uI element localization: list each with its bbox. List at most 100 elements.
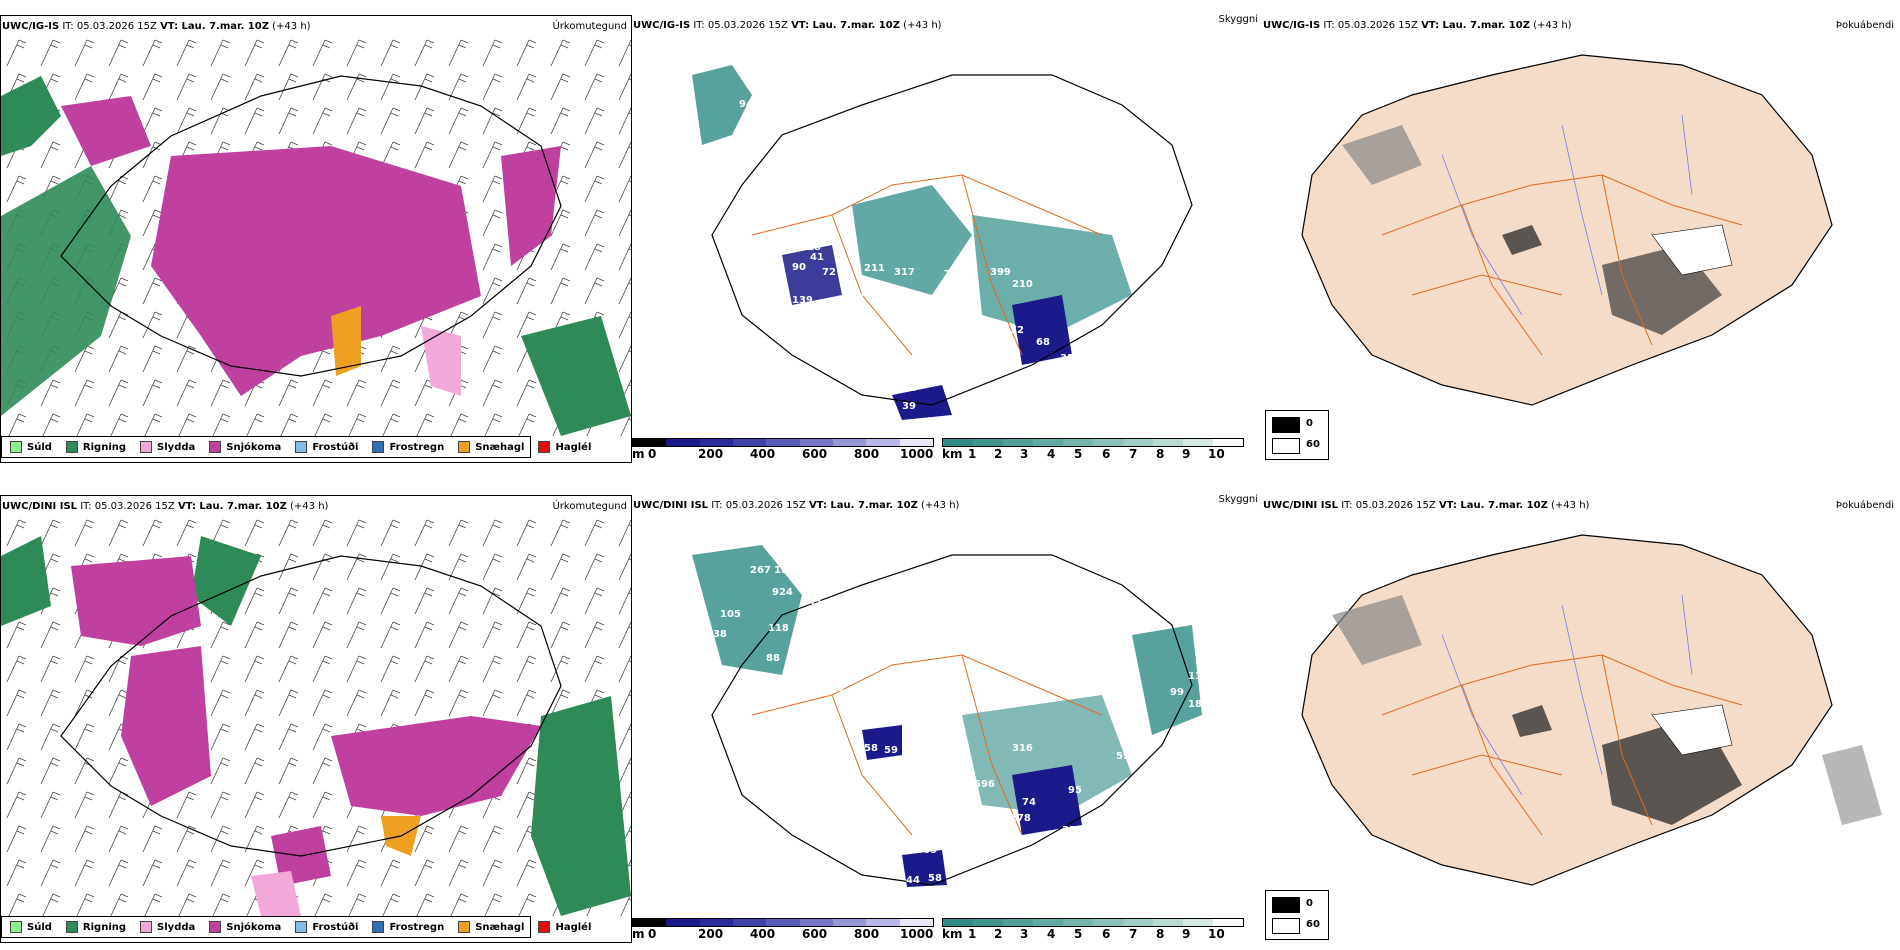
snow-area xyxy=(71,556,201,646)
visibility-value: 210 xyxy=(1012,279,1033,290)
panel-header: UWC/IG-IS IT: 05.03.2026 15Z VT: Lau. 7.… xyxy=(632,14,1262,37)
init-time: IT: 05.03.2026 15Z xyxy=(1341,500,1436,511)
km-colorbar xyxy=(942,918,1244,927)
valid-time: VT: Lau. 7.mar. 10Z xyxy=(791,20,900,31)
fog-tick: 0 xyxy=(1306,898,1313,909)
fog-map xyxy=(1301,54,1833,406)
legend-item: Slydda xyxy=(140,921,195,933)
scale-tick: 400 xyxy=(750,927,776,941)
glacier xyxy=(1651,704,1733,756)
visibility-value: 185 xyxy=(1188,699,1209,710)
model-name: UWC/IG-IS xyxy=(2,21,60,32)
scale-tick: 800 xyxy=(854,927,880,941)
visibility-value: 360 xyxy=(916,845,937,856)
precip-type-map xyxy=(1,516,631,916)
scale-unit: m xyxy=(632,927,645,941)
visibility-value: 58 xyxy=(928,873,942,884)
visibility-panel-top: UWC/IG-IS IT: 05.03.2026 15Z VT: Lau. 7.… xyxy=(632,14,1262,463)
init-time: IT: 05.03.2026 15Z xyxy=(693,20,788,31)
snow-area xyxy=(331,716,541,816)
scale-tick: 7 xyxy=(1129,927,1138,941)
visibility-value: 95 xyxy=(1068,785,1082,796)
legend-item: Frostúði xyxy=(295,441,358,453)
fog-swatch-black xyxy=(1272,417,1300,433)
fog-area xyxy=(1822,745,1882,825)
visibility-value: 22 xyxy=(802,327,816,338)
scale-tick: 1000 xyxy=(900,927,934,941)
scale-tick: 6 xyxy=(1102,927,1111,941)
scale-tick: 1 xyxy=(968,447,977,461)
snow-area xyxy=(121,646,211,806)
visibility-value: 72 xyxy=(1010,325,1024,336)
panel-title: Skyggni xyxy=(1218,14,1258,25)
scale-tick: 9 xyxy=(1182,447,1191,461)
panel-title: Úrkomutegund xyxy=(552,501,627,512)
iceland-land xyxy=(1301,534,1833,886)
visibility-value: 39 xyxy=(902,401,916,412)
init-time: IT: 05.03.2026 15Z xyxy=(711,500,806,511)
fog-area xyxy=(1512,705,1552,737)
visibility-value: 74 xyxy=(1022,797,1036,808)
rain-area xyxy=(521,316,631,436)
precip-legend: Súld Rigning Slydda Snjókoma Frostúði Fr… xyxy=(1,916,591,938)
visibility-value: 99 xyxy=(1170,687,1184,698)
rain-area xyxy=(1,536,51,626)
lead-time: (+43 h) xyxy=(903,20,942,31)
visibility-value: 41 xyxy=(810,252,824,263)
visibility-value: 178 xyxy=(1010,813,1031,824)
scale-tick: 200 xyxy=(698,447,724,461)
visibility-area xyxy=(692,545,802,675)
init-time: IT: 05.03.2026 15Z xyxy=(1323,20,1418,31)
low-visibility-area xyxy=(862,725,902,760)
km-colorbar xyxy=(942,438,1244,447)
visibility-value: 74 xyxy=(772,157,786,168)
fog-legend-top: 0 60 xyxy=(1265,410,1329,460)
scale-tick: 400 xyxy=(750,447,776,461)
visibility-value: 856 xyxy=(966,333,987,344)
panel-header: UWC/IG-IS IT: 05.03.2026 15Z VT: Lau. 7.… xyxy=(1,16,631,38)
visibility-value: 18 xyxy=(807,242,821,253)
scale-tick: 2 xyxy=(994,927,1003,941)
model-name: UWC/IG-IS xyxy=(633,20,691,31)
visibility-value: 35 xyxy=(1062,825,1076,836)
precip-type-panel-top: UWC/IG-IS IT: 05.03.2026 15Z VT: Lau. 7.… xyxy=(0,15,632,463)
scale-tick: 1 xyxy=(968,927,977,941)
legend-swatch xyxy=(140,441,153,453)
scale-tick: 1000 xyxy=(900,447,934,461)
panel-title: Þokuábendi xyxy=(1835,20,1894,31)
visibility-value: 317 xyxy=(894,267,915,278)
scale-tick: 200 xyxy=(698,927,724,941)
visibility-value: 138 xyxy=(706,629,727,640)
legend-item: Súld xyxy=(10,921,52,933)
scale-tick: 3 xyxy=(1020,927,1029,941)
snow-pellet-area xyxy=(331,306,361,376)
iceland-coastline xyxy=(711,74,1193,406)
fog-swatch-black xyxy=(1272,897,1300,913)
legend-label: Súld xyxy=(27,441,52,453)
visibility-value: 79 xyxy=(944,269,958,280)
scale-unit: m xyxy=(632,447,645,461)
lead-time: (+43 h) xyxy=(1551,500,1590,511)
legend-swatch xyxy=(65,921,78,933)
iceland-coastline xyxy=(60,555,562,857)
legend-swatch xyxy=(295,921,308,933)
visibility-value: 60 xyxy=(942,729,956,740)
visibility-value: 59 xyxy=(884,745,898,756)
road-network xyxy=(751,654,1103,836)
legend-swatch xyxy=(538,441,551,453)
scale-tick: 3 xyxy=(1020,447,1029,461)
visibility-value: 298 xyxy=(802,703,823,714)
fog-area xyxy=(1502,225,1542,255)
visibility-value: 32 xyxy=(817,319,831,330)
visibility-value: 59 xyxy=(1116,751,1130,762)
visibility-area xyxy=(1132,625,1202,735)
panel-title: Þokuábendi xyxy=(1835,500,1894,511)
rain-area xyxy=(191,536,261,626)
valid-time: VT: Lau. 7.mar. 10Z xyxy=(160,21,269,32)
visibility-value: 132 xyxy=(782,227,803,238)
legend-label: Snjókoma xyxy=(226,441,282,453)
legend-swatch xyxy=(209,921,222,933)
scale-tick: 5 xyxy=(1074,927,1083,941)
scale-tick: 600 xyxy=(802,927,828,941)
scale-tick: 0 xyxy=(648,447,657,461)
